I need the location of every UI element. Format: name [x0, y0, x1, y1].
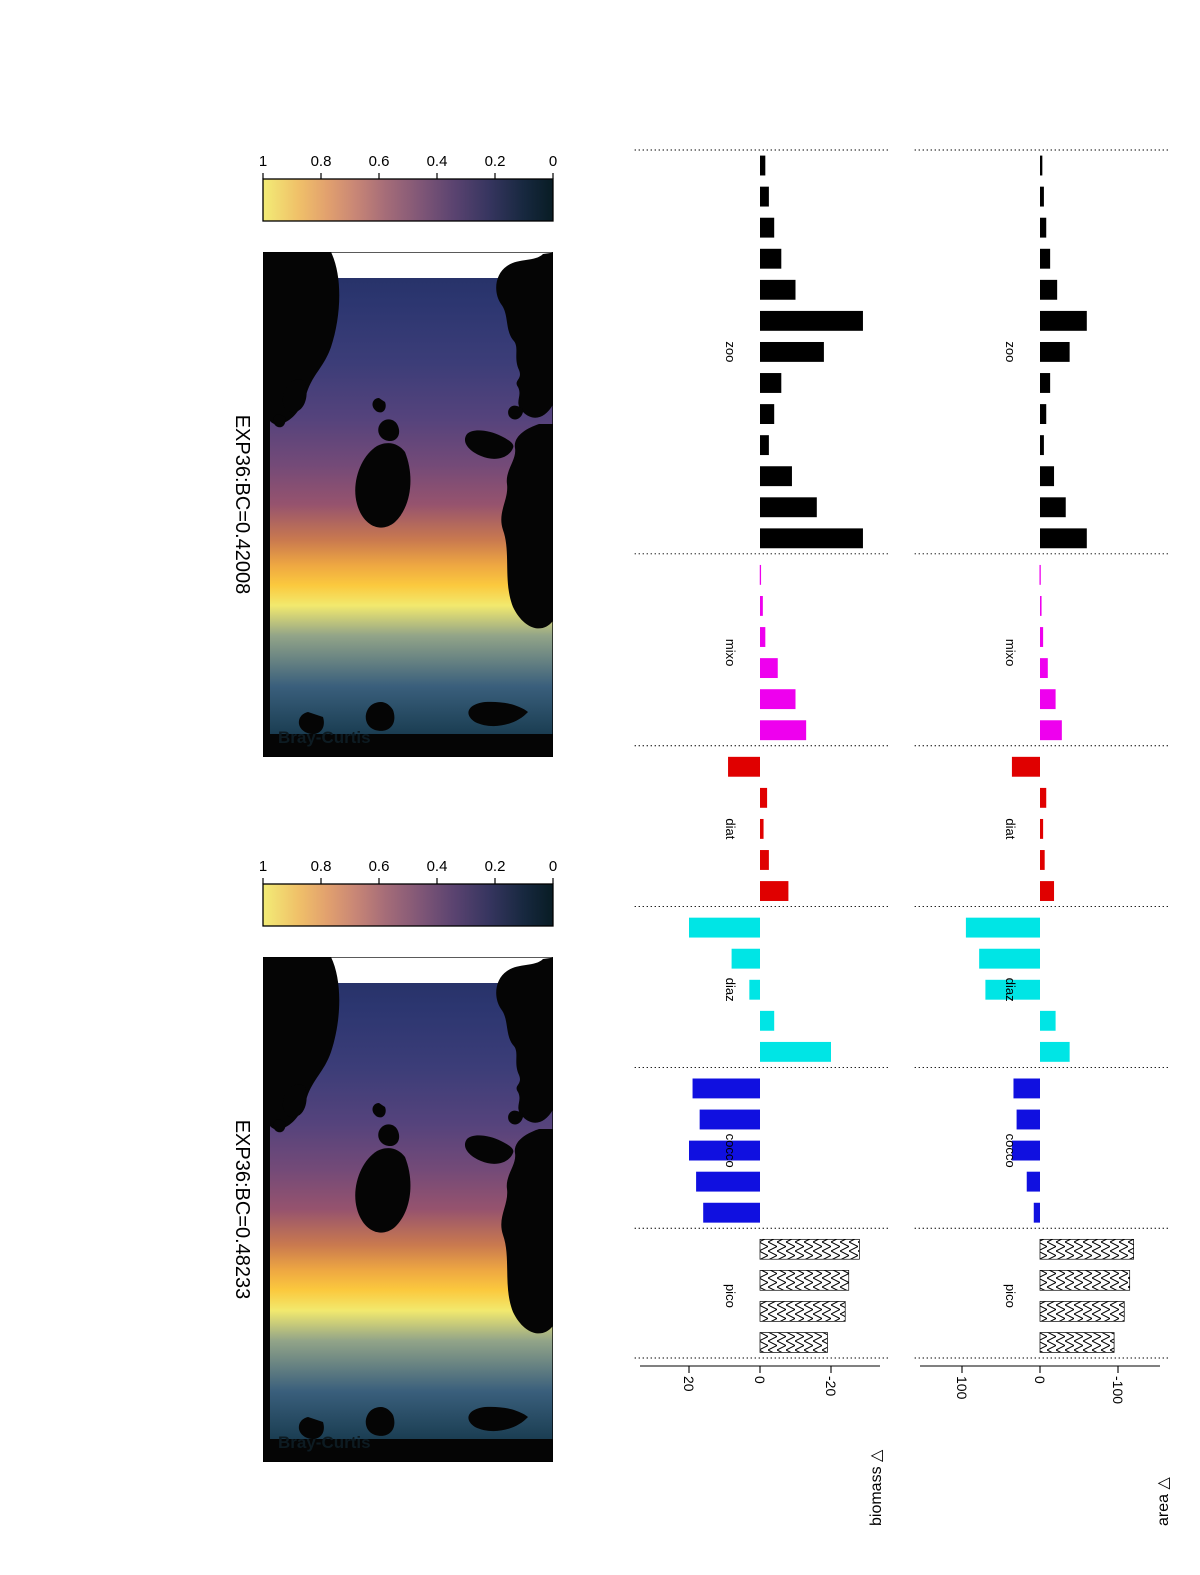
svg-text:Bray-Curtis: Bray-Curtis [278, 728, 371, 747]
svg-text:0.4: 0.4 [427, 858, 448, 875]
svg-text:0.2: 0.2 [485, 858, 506, 875]
svg-text:0.8: 0.8 [311, 858, 332, 875]
svg-text:1: 1 [259, 153, 267, 170]
svg-text:0.6: 0.6 [369, 153, 390, 170]
svg-text:0.6: 0.6 [369, 858, 390, 875]
svg-text:0: 0 [549, 858, 557, 875]
svg-text:0.2: 0.2 [485, 153, 506, 170]
svg-text:0.4: 0.4 [427, 153, 448, 170]
svg-text:Bray-Curtis: Bray-Curtis [278, 1433, 371, 1452]
svg-text:0: 0 [549, 153, 557, 170]
svg-text:0.8: 0.8 [311, 153, 332, 170]
svg-text:1: 1 [259, 858, 267, 875]
